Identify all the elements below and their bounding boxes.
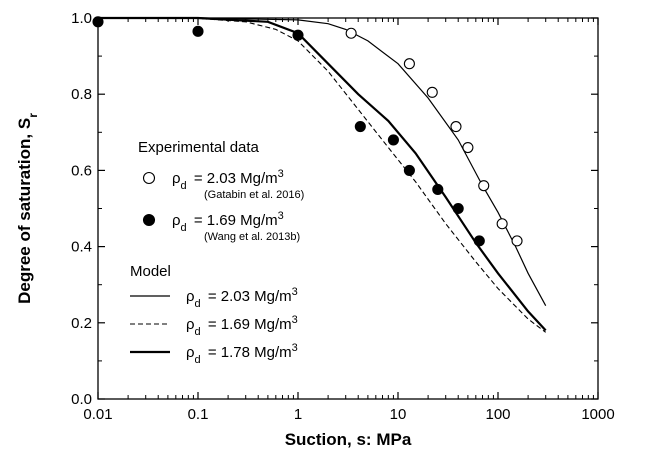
legend-entry-label: ρd = 2.03 Mg/m3 bbox=[186, 286, 298, 310]
legend-source: (Gatabin et al. 2016) bbox=[204, 189, 304, 201]
legend-rho: ρ bbox=[186, 344, 195, 361]
legend-entry-label: ρd = 1.69 Mg/m3 bbox=[186, 314, 298, 338]
data-point-filled bbox=[192, 25, 204, 37]
y-tick-label: 1.0 bbox=[71, 10, 92, 27]
data-point-open bbox=[345, 27, 357, 39]
legend-experimental-heading: Experimental data bbox=[138, 139, 260, 156]
data-point-open bbox=[403, 58, 415, 70]
data-point-filled bbox=[452, 202, 464, 215]
data-point-filled bbox=[92, 16, 104, 28]
legend-unit-sup: 3 bbox=[278, 168, 284, 180]
axis-ticks: 0.01 0.1 1 10 100 1000 0.0 0.2 0.4 0.6 0.8 1.0 bbox=[71, 10, 615, 423]
x-tick-label: 0.1 bbox=[188, 406, 209, 423]
data-point-open bbox=[496, 218, 508, 230]
legend-entry-label: ρd = 1.69 Mg/m3 bbox=[172, 210, 284, 234]
legend-value: = 1.69 Mg/m bbox=[204, 316, 292, 333]
y-tick-label: 0.2 bbox=[71, 315, 92, 332]
legend-rho-sub: d bbox=[195, 354, 201, 366]
legend-rho: ρ bbox=[172, 170, 181, 187]
legend-entry-label: ρd = 1.78 Mg/m3 bbox=[186, 342, 298, 366]
y-tick-label: 0.8 bbox=[71, 86, 92, 103]
y-axis-title-main: Degree of saturation, S bbox=[15, 118, 34, 304]
series-line-dashed-line bbox=[97, 17, 547, 333]
x-axis-title: Suction, s: MPa bbox=[285, 430, 412, 449]
data-point-open bbox=[426, 86, 438, 98]
x-tick-label: 100 bbox=[485, 406, 510, 423]
legend-unit-sup: 3 bbox=[292, 286, 298, 298]
legend-rho: ρ bbox=[172, 212, 181, 229]
legend-rho-sub: d bbox=[181, 222, 187, 234]
y-tick-label: 0.6 bbox=[71, 162, 92, 179]
legend-value: = 2.03 Mg/m bbox=[190, 170, 278, 187]
x-tick-label: 1000 bbox=[581, 406, 614, 423]
legend-value: = 2.03 Mg/m bbox=[204, 288, 292, 305]
data-point-filled bbox=[292, 29, 304, 41]
legend-model-heading: Model bbox=[130, 263, 171, 280]
series-layer bbox=[92, 16, 547, 333]
legend-unit-sup: 3 bbox=[278, 210, 284, 222]
legend-entry-label: ρd = 2.03 Mg/m3 bbox=[172, 168, 284, 192]
legend: Experimental data Model ρd = 2.03 Mg/m3(… bbox=[130, 139, 304, 366]
y-tick-label: 0.0 bbox=[71, 391, 92, 408]
data-point-open bbox=[450, 121, 462, 133]
data-point-filled bbox=[432, 183, 444, 195]
data-point-filled bbox=[473, 235, 485, 247]
data-point-open bbox=[462, 141, 474, 154]
y-axis-title: Degree of saturation, Sr bbox=[15, 113, 40, 304]
x-tick-label: 10 bbox=[390, 406, 407, 423]
data-point-open bbox=[478, 180, 490, 192]
legend-unit-sup: 3 bbox=[292, 342, 298, 354]
data-point-filled bbox=[403, 164, 415, 176]
data-point-filled bbox=[354, 121, 366, 133]
plot-frame bbox=[97, 17, 599, 400]
legend-rho-sub: d bbox=[181, 180, 187, 192]
series-line-thick-line bbox=[98, 16, 547, 332]
legend-rho: ρ bbox=[186, 316, 195, 333]
data-point-filled bbox=[387, 134, 399, 146]
plot-border bbox=[97, 17, 599, 400]
data-point-open bbox=[511, 235, 523, 247]
legend-rho: ρ bbox=[186, 288, 195, 305]
x-tick-label: 0.01 bbox=[83, 406, 112, 423]
legend-rho-sub: d bbox=[195, 298, 201, 310]
legend-value: = 1.69 Mg/m bbox=[190, 212, 278, 229]
legend-value: = 1.78 Mg/m bbox=[204, 344, 292, 361]
legend-marker-filled bbox=[142, 213, 156, 227]
y-axis-title-sub: r bbox=[26, 113, 40, 118]
legend-source: (Wang et al. 2013b) bbox=[204, 231, 300, 243]
y-tick-label: 0.4 bbox=[71, 239, 92, 256]
legend-marker-open bbox=[142, 171, 156, 185]
x-tick-label: 1 bbox=[294, 406, 302, 423]
legend-unit-sup: 3 bbox=[292, 314, 298, 326]
legend-rho-sub: d bbox=[195, 326, 201, 338]
